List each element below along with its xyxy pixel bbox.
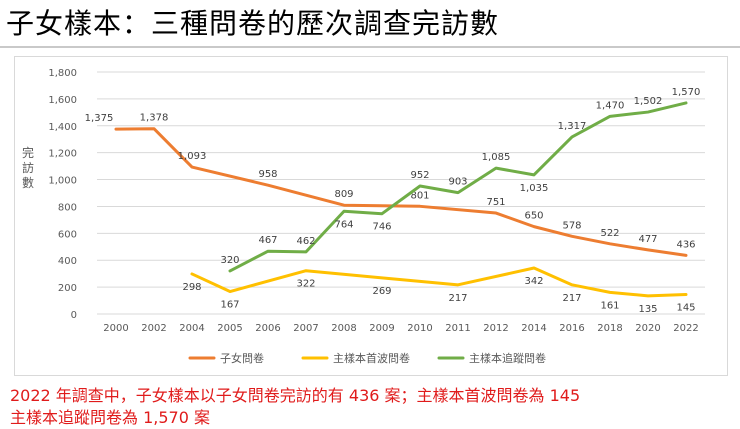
data-label: 903 [448,177,467,188]
data-label: 342 [524,276,543,287]
y-tick-label: 1,800 [48,68,77,79]
y-tick-label: 0 [71,310,77,321]
legend-label-2: 主樣本首波問卷 [333,351,410,365]
x-tick-label: 2022 [673,323,698,334]
y-tick-label: 800 [58,202,77,213]
data-label: 462 [296,236,315,247]
x-tick-label: 2006 [255,323,280,334]
data-label: 135 [638,304,657,315]
x-tick-label: 2008 [331,323,356,334]
series-line-1 [114,127,688,257]
caption-line-1: 2022 年調查中，子女樣本以子女問卷完訪的有 436 案；主樣本首波問卷為 1… [10,386,581,405]
y-tick-label: 200 [58,283,77,294]
data-label: 467 [258,235,277,246]
y-tick-label: 400 [58,256,77,267]
data-label: 217 [562,293,581,304]
series-line-3 [228,101,688,273]
legend-label-1: 子女問卷 [220,351,264,365]
data-label: 958 [258,169,277,180]
x-tick-label: 2011 [445,323,470,334]
y-tick-label: 1,000 [48,176,77,187]
data-label: 1,317 [558,121,587,132]
x-tick-label: 2018 [597,323,622,334]
x-tick-label: 2007 [293,323,318,334]
y-axis-label: 完訪數 [22,145,34,190]
x-tick-label: 2002 [141,323,166,334]
y-tick-label: 1,400 [48,122,77,133]
data-label: 1,035 [520,183,549,194]
legend-label-3: 主樣本追蹤問卷 [469,351,546,365]
x-tick-label: 2009 [369,323,394,334]
data-label: 1,470 [596,100,625,111]
data-label: 578 [562,220,581,231]
data-label: 801 [410,190,429,201]
data-label: 1,093 [178,151,207,162]
y-tick-label: 1,600 [48,95,77,106]
data-label: 746 [372,222,391,233]
data-label: 1,375 [85,113,114,124]
data-label: 751 [486,197,505,208]
data-label: 477 [638,234,657,245]
x-tick-label: 2012 [483,323,508,334]
x-tick-label: 2016 [559,323,584,334]
data-label: 1,502 [634,96,663,107]
data-label: 809 [334,189,353,200]
data-label: 269 [372,286,391,297]
page-title: 子女樣本：三種問卷的歷次調查完訪數 [6,7,500,40]
data-label: 436 [676,239,695,250]
data-label: 322 [296,279,315,290]
data-label: 764 [334,219,353,230]
x-tick-label: 2010 [407,323,432,334]
x-tick-label: 2020 [635,323,660,334]
series-line-2 [190,266,688,298]
data-label: 1,085 [482,152,511,163]
x-tick-label: 2005 [217,323,242,334]
data-label: 522 [600,228,619,239]
data-label: 298 [182,282,201,293]
data-label: 1,378 [140,113,169,124]
x-tick-label: 2004 [179,323,204,334]
data-label: 161 [600,300,619,311]
data-label: 952 [410,170,429,181]
line-chart: 0 200 400 600 800 1,000 1,200 1,400 1,600 1,800 20… [22,68,705,365]
x-tick-label: 2000 [103,323,128,334]
data-label: 650 [524,211,543,222]
caption-line-2: 主樣本追蹤問卷為 1,570 案 [10,408,210,427]
title-divider [0,46,740,48]
data-label: 167 [220,300,239,311]
data-label: 145 [676,303,695,314]
chart-frame: 0 200 400 600 800 1,000 1,200 1,400 1,600 1,800 20… [14,56,728,376]
data-label: 217 [448,293,467,304]
data-label: 320 [220,255,239,266]
x-tick-label: 2014 [521,323,546,334]
y-tick-label: 600 [58,229,77,240]
data-label: 1,570 [672,87,701,98]
y-tick-label: 1,200 [48,149,77,160]
